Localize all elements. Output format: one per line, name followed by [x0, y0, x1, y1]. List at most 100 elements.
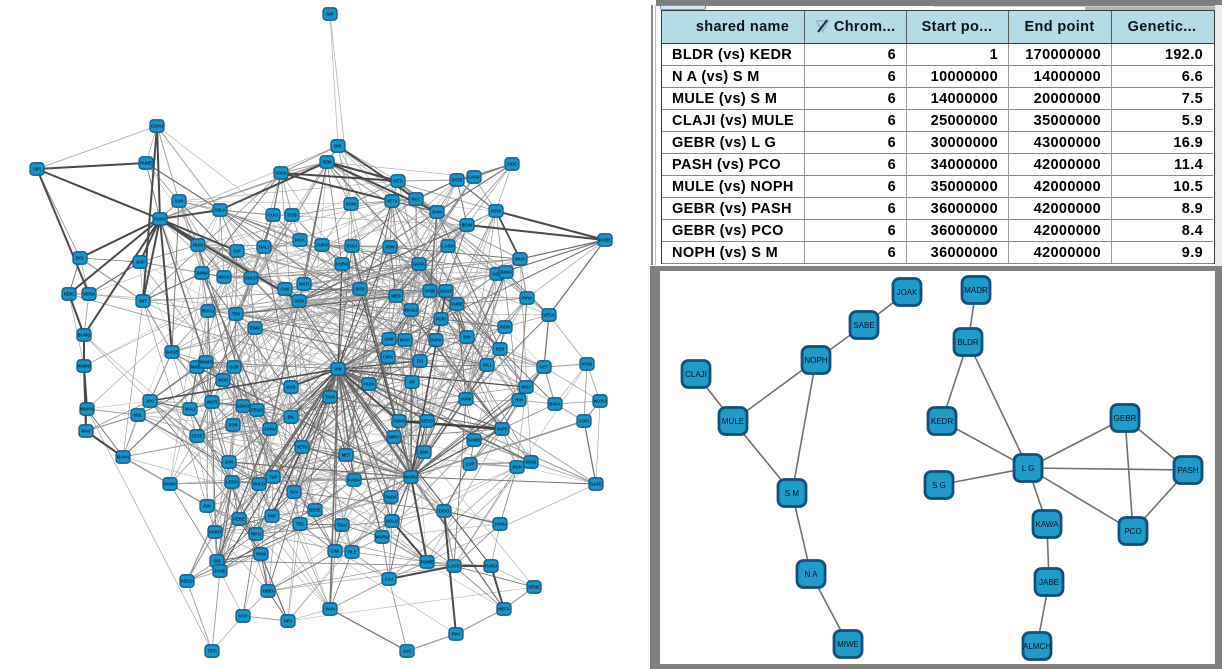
- svg-text:GEBR: GEBR: [1114, 414, 1137, 423]
- svg-text:HIBO: HIBO: [263, 589, 274, 594]
- svg-text:FUWE: FUWE: [421, 560, 434, 565]
- svg-text:NUC: NUC: [411, 197, 420, 202]
- svg-text:GUK: GUK: [384, 337, 393, 342]
- svg-text:GUGE: GUGE: [440, 289, 453, 294]
- svg-text:PATE: PATE: [452, 178, 463, 183]
- svg-text:SEM: SEM: [322, 160, 332, 165]
- svg-text:JABE: JABE: [1039, 578, 1059, 587]
- svg-text:NOGI: NOGI: [526, 460, 537, 465]
- svg-text:MULE: MULE: [722, 417, 744, 426]
- svg-text:BUFA: BUFA: [549, 402, 560, 407]
- svg-text:JAN: JAN: [225, 460, 233, 465]
- svg-text:PASH: PASH: [1177, 466, 1198, 475]
- svg-text:S M: S M: [785, 489, 800, 498]
- svg-text:KAB: KAB: [286, 385, 295, 390]
- svg-text:CUVI: CUVI: [268, 213, 278, 218]
- svg-text:KETI: KETI: [393, 179, 403, 184]
- svg-text:TUF: TUF: [269, 475, 278, 480]
- svg-text:DENI: DENI: [491, 209, 501, 214]
- svg-text:NAGU: NAGU: [405, 308, 417, 313]
- svg-text:VETU: VETU: [296, 445, 307, 450]
- svg-text:DIJ: DIJ: [417, 359, 424, 364]
- svg-text:SUCO: SUCO: [245, 276, 258, 281]
- svg-text:SAMO: SAMO: [468, 438, 481, 443]
- svg-text:ALMCH: ALMCH: [1023, 642, 1051, 651]
- svg-text:WUTI: WUTI: [207, 400, 218, 405]
- svg-text:TEC: TEC: [296, 522, 304, 527]
- svg-text:KEDR: KEDR: [931, 417, 953, 426]
- svg-text:JUWA: JUWA: [500, 270, 512, 275]
- svg-text:VAPI: VAPI: [325, 607, 334, 612]
- svg-text:WURO: WURO: [404, 475, 418, 480]
- svg-text:HALI: HALI: [259, 245, 269, 250]
- svg-text:SOLA: SOLA: [214, 208, 226, 213]
- svg-text:BUMU: BUMU: [78, 333, 91, 338]
- svg-text:MET: MET: [342, 453, 351, 458]
- svg-text:VEHA: VEHA: [83, 292, 95, 297]
- svg-text:LUP: LUP: [466, 462, 475, 467]
- svg-text:RUFO: RUFO: [253, 482, 266, 487]
- svg-text:HEFA: HEFA: [498, 607, 509, 612]
- svg-text:MIWE: MIWE: [837, 640, 859, 649]
- svg-text:JUPO: JUPO: [316, 243, 328, 248]
- svg-text:NEV: NEV: [284, 619, 293, 624]
- svg-text:NOBE: NOBE: [599, 238, 611, 243]
- svg-text:CAK: CAK: [280, 287, 289, 292]
- svg-text:KECO: KECO: [181, 579, 194, 584]
- svg-text:BON: BON: [512, 465, 521, 470]
- svg-text:CIRA: CIRA: [383, 355, 393, 360]
- svg-text:PAP: PAP: [268, 514, 277, 519]
- svg-text:RUHE: RUHE: [140, 161, 152, 166]
- svg-text:FEGO: FEGO: [251, 408, 264, 413]
- svg-text:GOKO: GOKO: [237, 404, 251, 409]
- svg-text:WOD: WOD: [218, 378, 228, 383]
- svg-text:BLDR: BLDR: [957, 338, 979, 347]
- svg-text:GEM: GEM: [294, 299, 304, 304]
- svg-text:WUBO: WUBO: [593, 399, 607, 404]
- svg-text:FEBE: FEBE: [233, 517, 244, 522]
- svg-text:SUV: SUV: [290, 490, 299, 495]
- svg-text:PARO: PARO: [209, 530, 222, 535]
- svg-text:KABA: KABA: [348, 478, 360, 483]
- svg-text:PIHA: PIHA: [522, 296, 532, 301]
- svg-text:CORO: CORO: [336, 262, 349, 267]
- svg-text:WICO: WICO: [218, 275, 230, 280]
- svg-text:BAM: BAM: [432, 210, 442, 215]
- svg-text:GAGE: GAGE: [166, 350, 179, 355]
- svg-text:TAWO: TAWO: [393, 419, 406, 424]
- svg-text:POM: POM: [256, 552, 266, 557]
- svg-text:TEN: TEN: [232, 312, 240, 317]
- svg-text:VETA: VETA: [387, 199, 398, 204]
- svg-text:MOK: MOK: [295, 238, 305, 243]
- svg-text:NET: NET: [540, 365, 549, 370]
- svg-text:SONI: SONI: [346, 202, 356, 207]
- svg-text:FASE: FASE: [215, 569, 226, 574]
- svg-text:TILE: TILE: [347, 550, 356, 555]
- svg-text:PEB: PEB: [496, 347, 505, 352]
- svg-text:WUS: WUS: [515, 257, 525, 262]
- svg-text:HOL: HOL: [134, 413, 143, 418]
- svg-text:KAWA: KAWA: [1036, 520, 1060, 529]
- svg-text:JUK: JUK: [203, 504, 211, 509]
- svg-text:SOLU: SOLU: [386, 519, 398, 524]
- svg-text:MADR: MADR: [964, 286, 988, 295]
- svg-text:MIT: MIT: [139, 299, 147, 304]
- svg-text:GIV: GIV: [326, 12, 333, 17]
- svg-text:MAHA: MAHA: [117, 455, 130, 460]
- svg-text:RAKU: RAKU: [485, 564, 497, 569]
- svg-text:MABE: MABE: [191, 365, 204, 370]
- svg-text:DIK: DIK: [334, 144, 341, 149]
- svg-text:LASE: LASE: [448, 564, 459, 569]
- svg-text:CLAJI: CLAJI: [685, 370, 707, 379]
- svg-text:WOB: WOB: [425, 289, 435, 294]
- svg-text:GOC: GOC: [492, 272, 502, 277]
- svg-text:JIF: JIF: [409, 380, 415, 385]
- svg-text:PANO: PANO: [164, 482, 177, 487]
- svg-text:L G: L G: [1022, 464, 1035, 473]
- svg-text:MOH: MOH: [500, 325, 510, 330]
- svg-text:RIFU: RIFU: [251, 532, 261, 537]
- svg-text:MULI: MULI: [185, 407, 195, 412]
- svg-text:NOPH: NOPH: [804, 356, 827, 365]
- svg-text:VOGI: VOGI: [582, 362, 592, 367]
- svg-text:DUK: DUK: [419, 450, 428, 455]
